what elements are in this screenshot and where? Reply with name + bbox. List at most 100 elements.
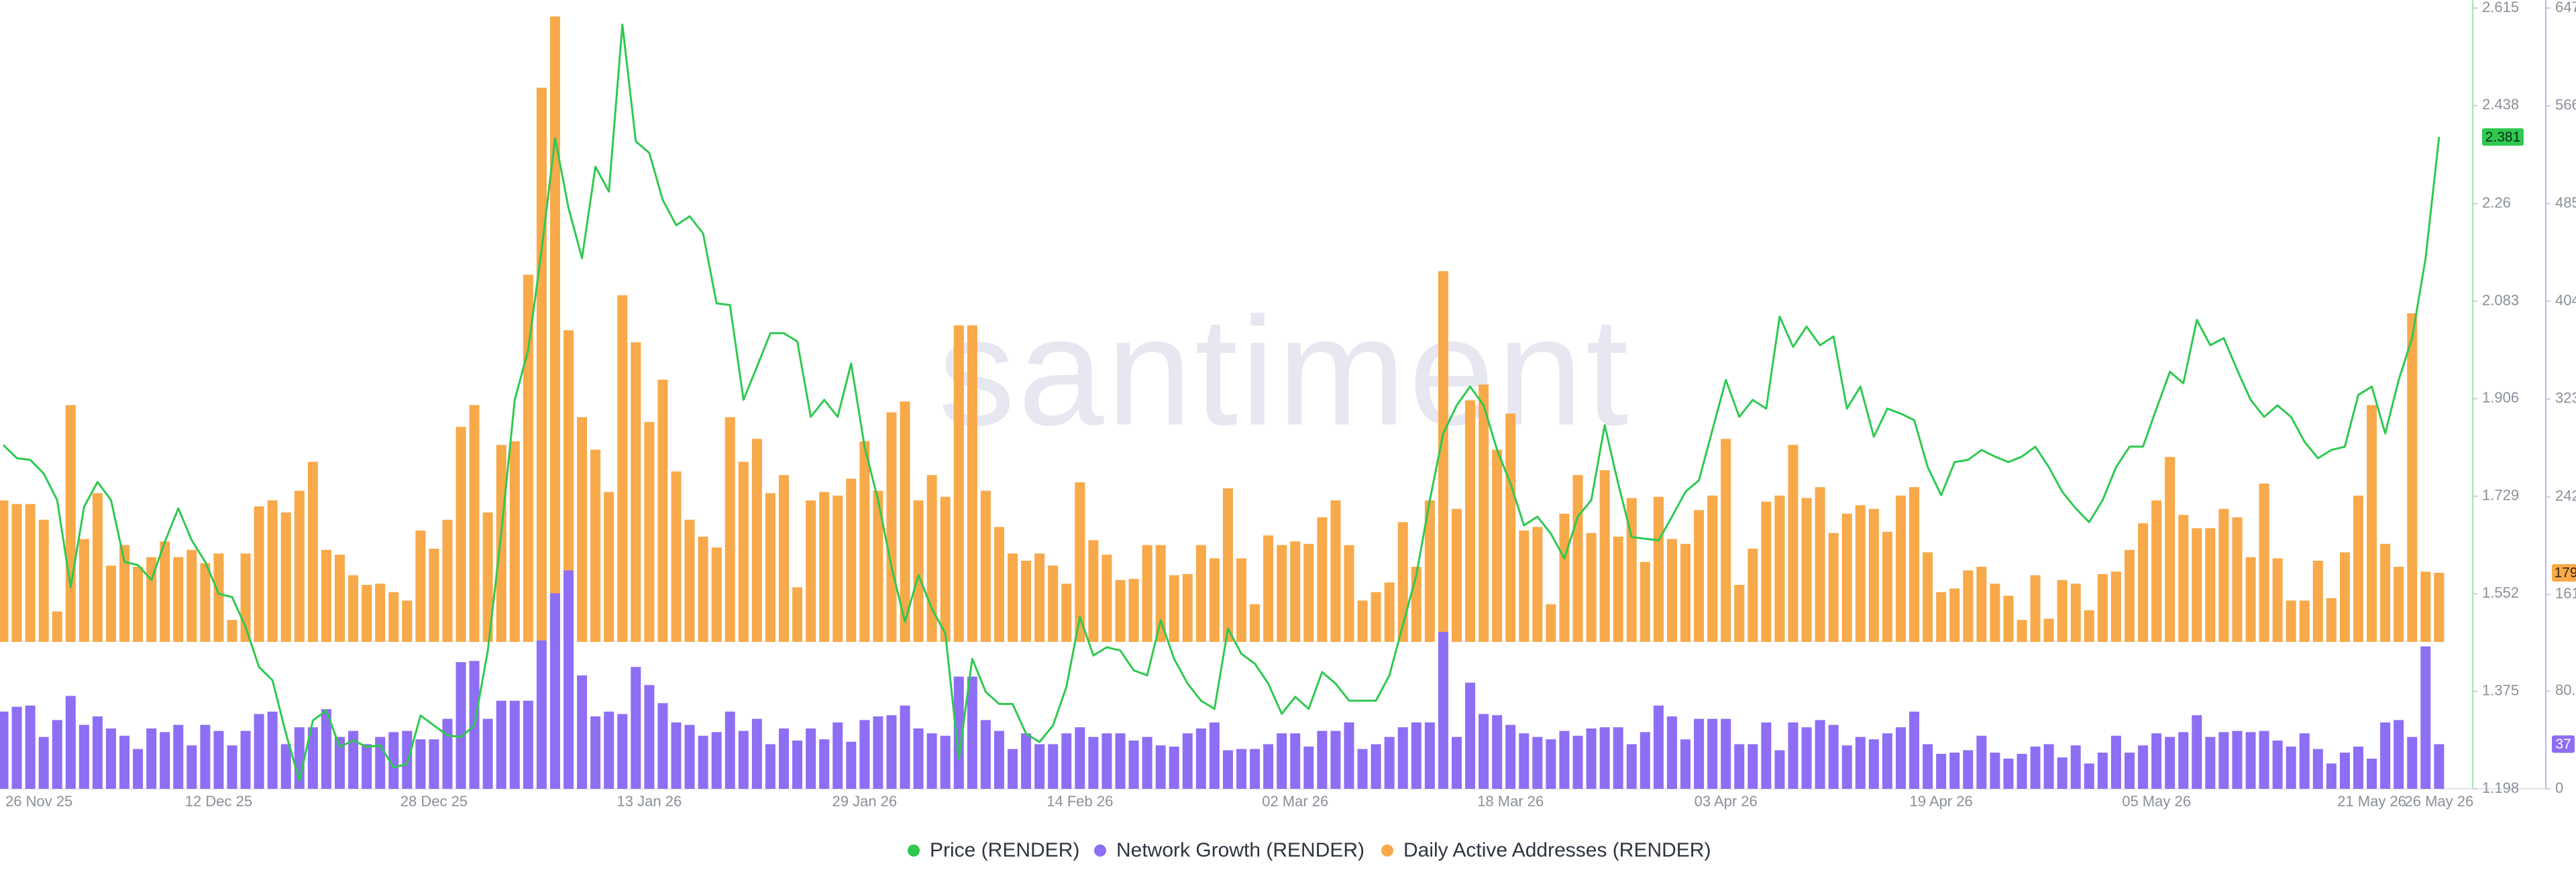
bar [133,566,144,642]
bar [1855,737,1866,789]
bar [1451,508,1462,642]
bar [657,380,668,642]
bar [119,735,130,789]
bar [1236,749,1247,789]
bar [1546,739,1556,789]
bar [1277,545,1287,642]
bar [105,565,116,642]
bar [2286,747,2296,789]
bar [886,412,897,642]
bar [1330,730,1341,789]
bar [254,714,264,789]
bar [1653,705,1664,789]
last-value-badge [2482,128,2524,146]
bar [1666,716,1677,789]
bar [442,519,453,642]
bar [2070,745,2081,789]
bar [1182,733,1193,789]
bar [1895,727,1906,789]
bar [2151,733,2162,789]
bar [549,593,560,789]
x-tick-label: 28 Dec 25 [400,793,468,810]
bar [1142,737,1152,789]
bar [2057,580,2068,642]
bar [819,739,830,789]
bar [724,417,735,642]
bar [792,741,803,789]
bar [1868,739,1879,789]
y2-tick-label: 485 [2555,194,2576,211]
bar [2178,732,2189,789]
bar [617,714,628,789]
bar [536,640,547,789]
bar [806,728,816,789]
bar [1599,470,1610,642]
bar [644,685,655,789]
bar [1694,510,1705,642]
bar [1371,744,1381,789]
bar [2245,557,2256,642]
bar [1774,750,1785,789]
bar [1707,718,1718,789]
bar [751,439,762,642]
bar [2124,753,2135,789]
bar [1640,732,1650,789]
bar [1263,535,1274,642]
bar [2394,566,2404,642]
y2-tick-label: 0 [2555,779,2563,796]
bar [2017,620,2027,642]
bar [604,492,614,642]
y2-tick-label: 80.926 [2555,682,2576,698]
bar [738,730,749,789]
y-tick-label: 2.438 [2482,96,2519,113]
y-tick-label: 1.198 [2482,779,2519,796]
last-value-label: 179 [2554,565,2576,581]
bar [2138,523,2149,642]
bar [1142,545,1152,642]
bar [1438,632,1448,789]
bar [267,500,278,642]
bar [321,709,331,789]
bar [967,676,977,789]
bar [1626,744,1637,789]
bar [2339,552,2350,642]
bar [846,741,857,789]
bar [1882,531,1892,642]
bar [1236,558,1247,642]
bar [1088,540,1099,642]
bar [1479,384,1489,642]
legend-label: Network Growth (RENDER) [1116,839,1364,861]
bar [2407,737,2418,789]
y2-tick-label: 404 [2555,292,2576,309]
bar [65,404,76,642]
bar [1532,527,1543,642]
bar [1532,737,1543,789]
x-tick-label: 14 Feb 26 [1046,793,1113,810]
legend-label: Daily Active Addresses (RENDER) [1403,839,1711,861]
bar [1021,560,1032,642]
bar [11,504,22,642]
bar [1976,735,1987,789]
bar [2097,753,2108,789]
bar [1371,592,1381,642]
bar [38,737,49,789]
bar [2299,600,2310,642]
bar [2380,722,2391,789]
bar [1666,539,1677,642]
bar [92,716,103,789]
bar [1195,545,1206,642]
bar [1357,749,1368,789]
bar [1424,500,1435,642]
bar [146,728,157,789]
bar [1788,722,1799,789]
bar [1761,501,1772,642]
bar [604,711,614,789]
bar [2326,598,2337,642]
bar [1801,727,1812,789]
bar [1828,533,1839,642]
bar [200,724,211,789]
bar [2326,763,2337,789]
bar [873,716,883,789]
bar [1909,711,1920,789]
